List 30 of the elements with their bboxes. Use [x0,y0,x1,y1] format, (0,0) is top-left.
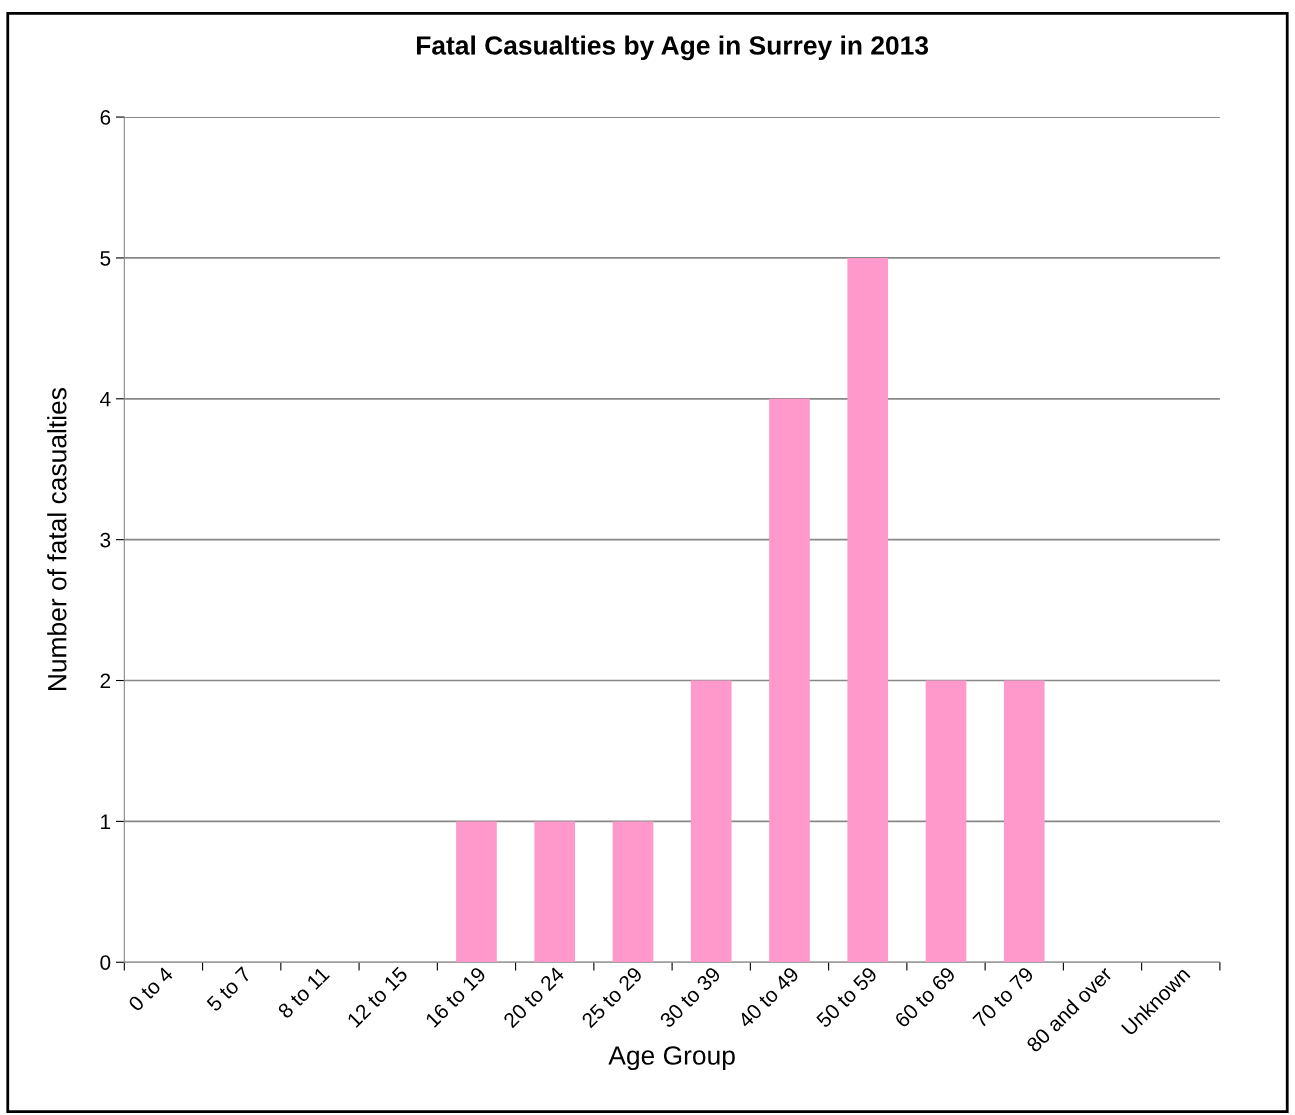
x-tick-label: 70 to 79 [972,966,1035,1029]
chart-title: Fatal Casualties by Age in Surrey in 2013 [416,35,929,61]
bar [612,821,654,963]
bar [1003,680,1045,963]
bar [925,680,967,963]
x-tick-label: 0 to 4 [127,965,174,1013]
x-tick-label: 25 to 29 [580,966,644,1029]
y-tick-label: 2 [100,673,111,689]
x-tick-label: 60 to 69 [893,966,957,1029]
y-tick-label: 6 [100,110,111,125]
y-tick-label: 0 [100,955,111,970]
x-axis-title: Age Group [608,1046,735,1071]
x-tick-label: 40 to 49 [736,966,800,1029]
y-tick-label: 5 [100,251,111,266]
y-tick-label: 3 [100,532,111,548]
x-tick-label: 20 to 24 [502,965,566,1029]
x-tick-label: 50 to 59 [815,966,878,1029]
x-tick-label: 30 to 39 [658,966,722,1029]
y-tick-label: 4 [100,392,111,407]
y-axis-title: Number of fatal casualties [47,388,67,691]
x-tick-label: 5 to 7 [205,966,252,1013]
bar [456,821,497,963]
x-tick-label: 8 to 11 [277,966,331,1020]
bar [534,821,576,963]
bar [847,257,889,963]
bar [769,398,810,963]
x-tick-label: 16 to 19 [424,966,487,1028]
x-tick-label: 12 to 15 [346,966,409,1028]
bar [690,680,732,963]
y-tick-label: 1 [101,814,111,829]
